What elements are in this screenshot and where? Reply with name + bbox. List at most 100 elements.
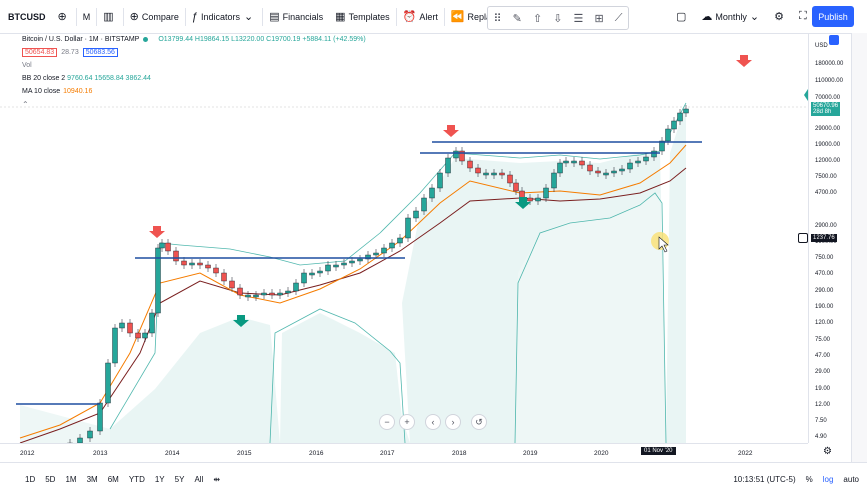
candle <box>543 187 549 199</box>
settings-button[interactable]: ⚙ <box>768 0 793 33</box>
trend-line-icon[interactable]: ⟋ <box>614 11 623 24</box>
scroll-right-button[interactable]: › <box>445 414 461 430</box>
candle <box>261 292 267 296</box>
time-tick-label: 2022 <box>738 450 753 457</box>
range-button-5d[interactable]: 5D <box>45 474 56 484</box>
interval-button[interactable]: M <box>82 11 91 22</box>
brush-icon[interactable]: ✎ <box>512 12 522 25</box>
candle <box>373 252 379 256</box>
percent-toggle[interactable]: % <box>805 474 813 484</box>
axis-settings-button[interactable]: ⚙ <box>823 446 832 457</box>
candle <box>527 197 533 202</box>
buy-arrow-icon <box>233 315 249 327</box>
time-tick-label: 2012 <box>20 450 35 457</box>
gear-icon: ⚙ <box>774 11 785 23</box>
drag-handle-icon[interactable]: ⠿ <box>493 12 502 25</box>
reset-chart-button[interactable]: ↺ <box>471 414 487 430</box>
candle <box>513 182 519 192</box>
candle <box>429 187 435 199</box>
candle <box>475 167 481 174</box>
range-button-1d[interactable]: 1D <box>25 474 36 484</box>
ma-label[interactable]: MA 10 close <box>22 88 61 95</box>
candle <box>467 160 473 169</box>
candle <box>341 262 347 266</box>
ma-value: 10940.16 <box>63 88 93 95</box>
time-tick-label: 2013 <box>93 450 108 457</box>
financials-label: Financials <box>282 11 324 22</box>
candle-countdown: 28d 8h <box>813 109 832 115</box>
indicators-button[interactable]: ƒ Indicators ⌄ <box>186 0 262 33</box>
arrow-up-icon[interactable]: ⇧ <box>532 12 543 25</box>
alert-label: Alert <box>419 11 438 22</box>
range-button-all[interactable]: All <box>194 474 204 484</box>
zoom-in-button[interactable]: + <box>399 414 415 430</box>
sell-arrow-icon <box>443 125 459 137</box>
date-range-icon[interactable]: ⇹ <box>213 474 221 484</box>
buy-arrow-icon <box>804 89 808 101</box>
candle <box>333 264 339 268</box>
chart-style-button[interactable]: ▥ <box>97 0 122 33</box>
range-button-1y[interactable]: 1Y <box>154 474 165 484</box>
range-button-3m[interactable]: 3M <box>86 474 98 484</box>
candle <box>627 162 633 170</box>
log-toggle[interactable]: log <box>822 474 834 484</box>
price-tick-label: 12000.00 <box>815 158 841 164</box>
timeframe-button[interactable]: ☁ Monthly ⌄ <box>695 0 768 33</box>
add-symbol-button[interactable]: ⊕ <box>52 0 76 33</box>
candle <box>563 160 569 164</box>
collapse-legend-button[interactable]: ⌃ <box>22 100 29 109</box>
alert-button[interactable]: ⏰ Alert <box>397 0 444 33</box>
candle <box>671 120 677 130</box>
layout-button[interactable]: ▢ <box>670 0 695 33</box>
bb-fill <box>20 103 686 443</box>
auto-toggle[interactable]: auto <box>843 474 859 484</box>
price-tick-label: 2900.00 <box>815 223 837 229</box>
time-axis[interactable]: 01 Nov '20 2012 2013 2014 2015 2016 2017 2018 2… <box>0 443 808 463</box>
range-button-6m[interactable]: 6M <box>107 474 119 484</box>
mouse-cursor-icon <box>658 236 669 253</box>
range-button-1m[interactable]: 1M <box>65 474 77 484</box>
candle <box>519 190 525 199</box>
price-chart[interactable] <box>0 33 808 443</box>
scroll-left-button[interactable]: ‹ <box>425 414 441 430</box>
candle <box>229 280 235 289</box>
range-button-5y[interactable]: 5Y <box>174 474 185 484</box>
price-axis[interactable]: USD 50670.96 28d 8h 1237.76 180000.00 1100… <box>808 33 851 443</box>
financials-button[interactable]: ▤ Financials <box>263 0 329 33</box>
candle <box>119 322 125 329</box>
time-tick-label: 2015 <box>237 450 252 457</box>
buy-price-box[interactable]: 50683.56 <box>82 48 118 57</box>
indicators-label: Indicators <box>200 11 241 22</box>
bb-label[interactable]: BB 20 close 2 <box>22 75 66 82</box>
fullscreen-button[interactable]: ⛶ <box>793 0 816 33</box>
chevron-down-icon: ⌄ <box>749 11 760 23</box>
zoom-out-button[interactable]: − <box>379 414 395 430</box>
candle <box>237 287 243 296</box>
compare-button[interactable]: ⊕ Compare <box>124 0 185 33</box>
candle <box>603 172 609 176</box>
candle <box>683 108 689 114</box>
sell-price-box[interactable]: 50654.83 <box>22 48 58 57</box>
candle <box>413 210 419 219</box>
price-tick-label: 19.00 <box>815 386 831 392</box>
currency-toggle-icon[interactable] <box>829 35 839 45</box>
candle <box>453 150 459 159</box>
publish-button[interactable]: Publish <box>812 6 854 27</box>
price-tick-label: 750.00 <box>815 255 834 261</box>
symbol-search[interactable]: BTCUSD <box>8 11 46 22</box>
range-button-ytd[interactable]: YTD <box>128 474 145 484</box>
candle <box>405 217 411 239</box>
drawing-toolbar: ⠿ ✎ ⇧ ⇩ ☰ ⊞ ⟋ <box>487 6 629 30</box>
arrow-down-icon[interactable]: ⇩ <box>553 12 563 25</box>
replay-button[interactable]: ⏪ Replay <box>445 0 502 33</box>
candle <box>499 172 505 176</box>
cross-box-icon[interactable]: ⊞ <box>594 12 604 25</box>
clock-label[interactable]: 10:13:51 (UTC-5) <box>733 474 796 484</box>
fullscreen-icon: ⛶ <box>799 10 807 22</box>
candle <box>651 150 657 158</box>
templates-button[interactable]: ▦ Templates <box>329 0 395 33</box>
lines-icon[interactable]: ☰ <box>573 12 584 25</box>
volume-label[interactable]: Vol <box>22 62 32 69</box>
price-tick-label: 4.90 <box>815 434 827 440</box>
templates-label: Templates <box>348 11 390 22</box>
